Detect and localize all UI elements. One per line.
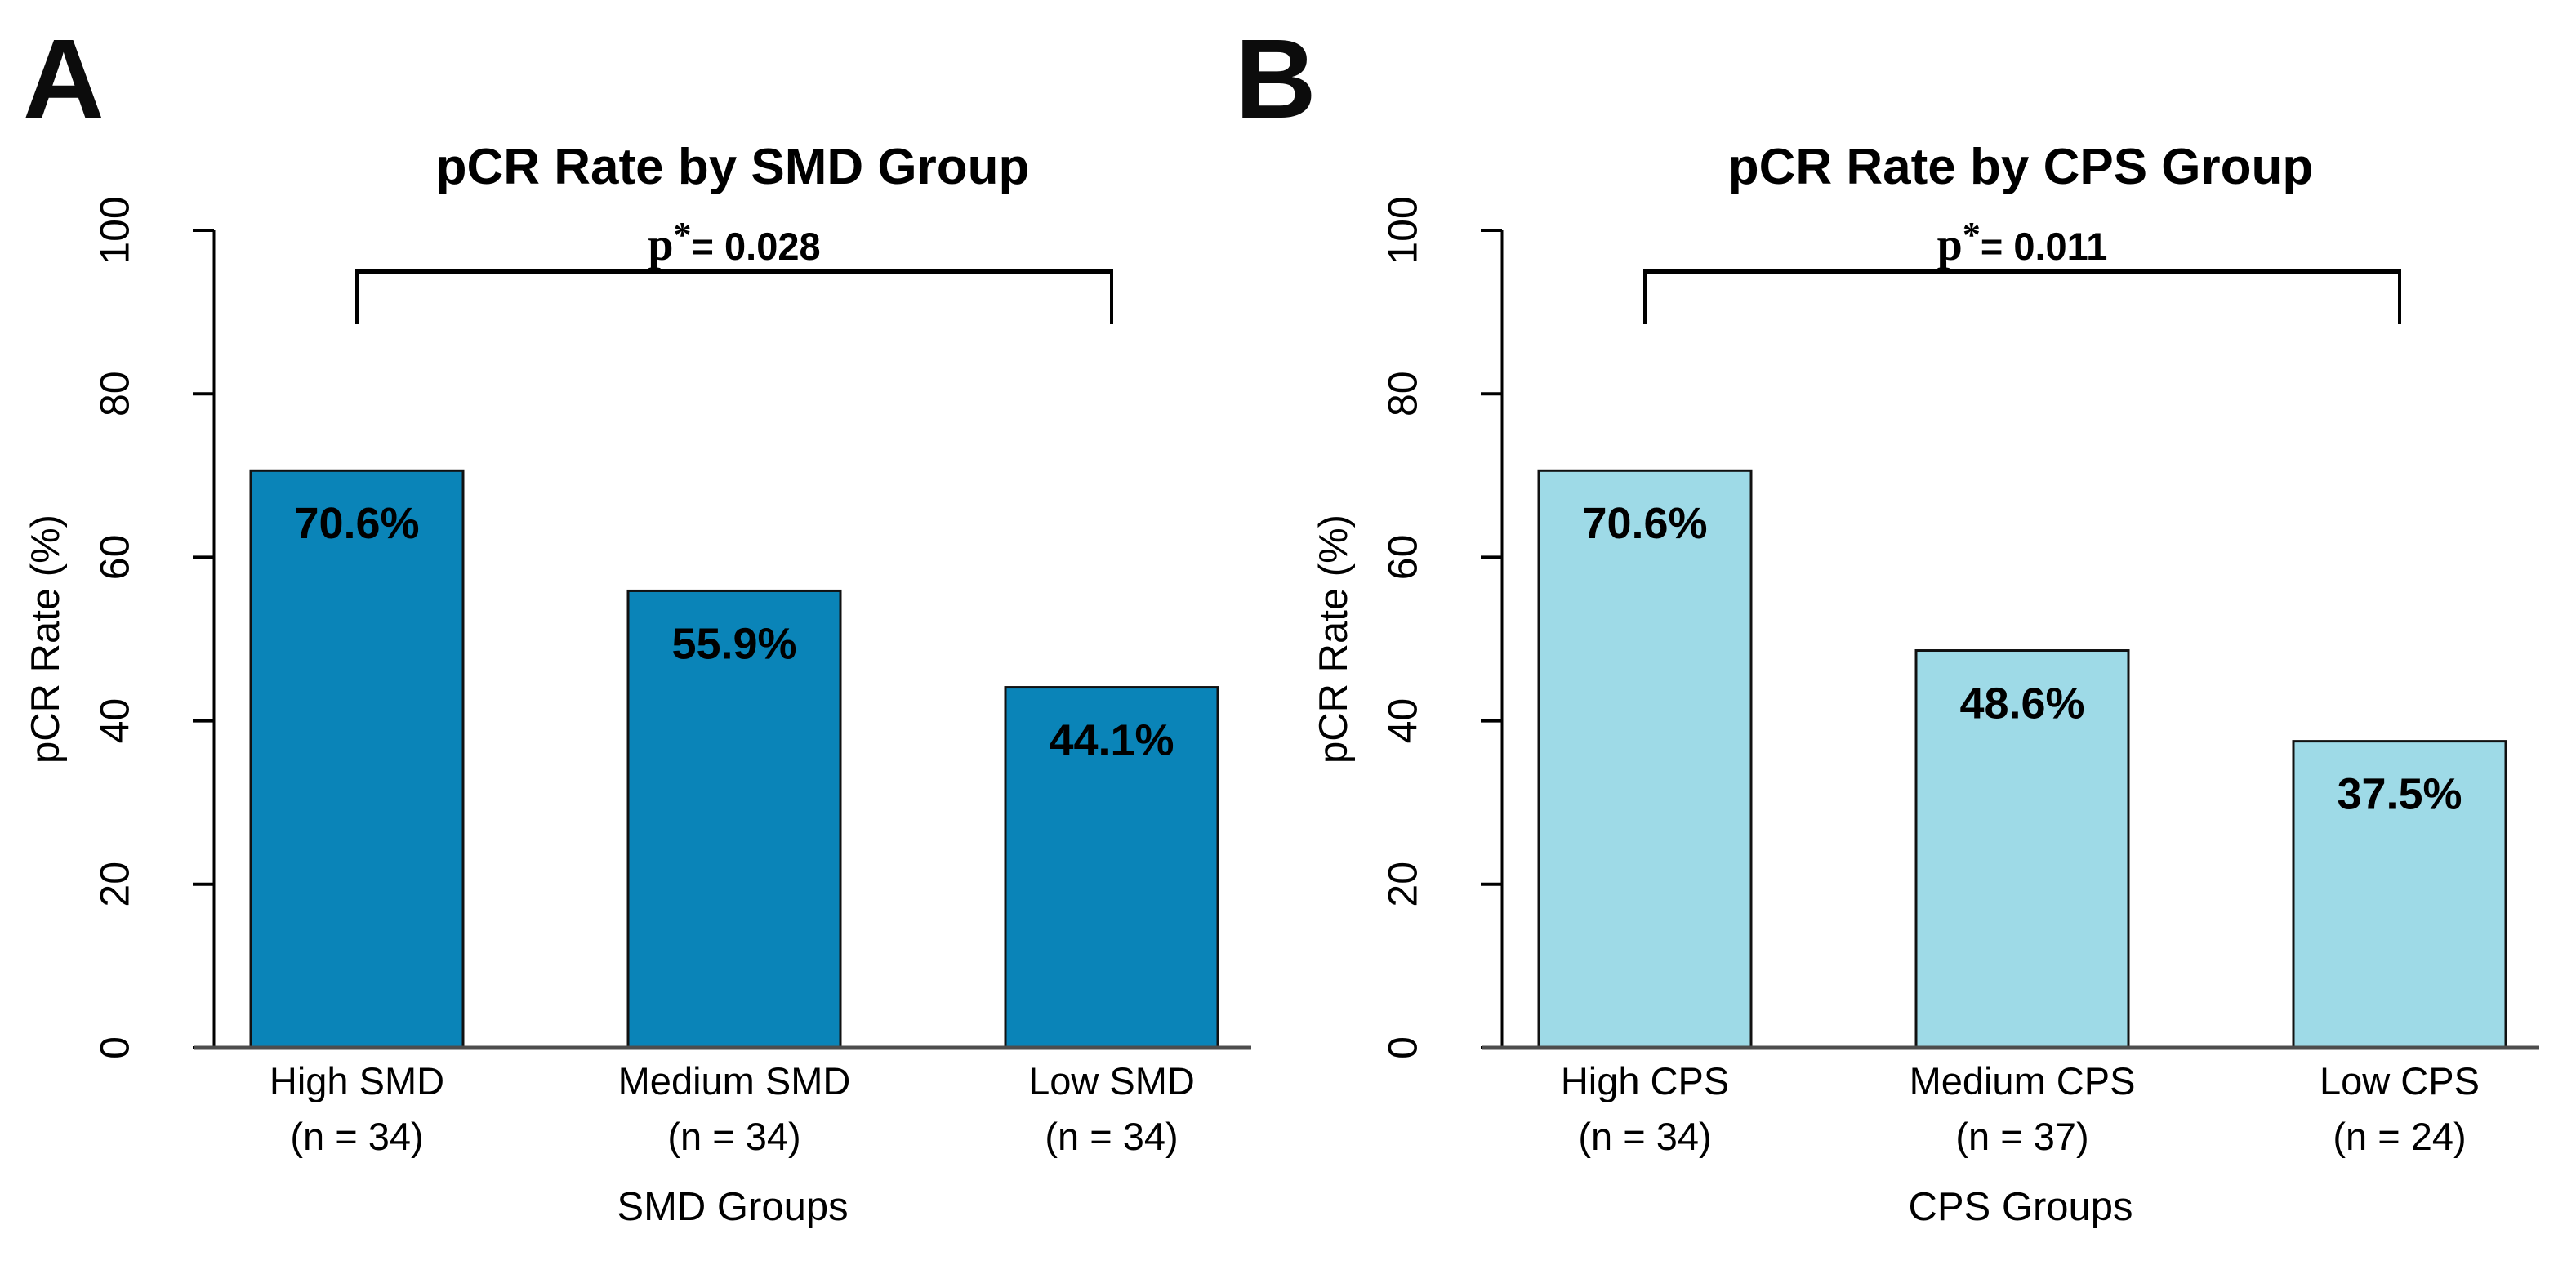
panel-b-corner-label: B (1235, 16, 1317, 142)
y-axis-title: pCR Rate (%) (24, 514, 68, 764)
y-tick-label: 0 (1380, 1036, 1426, 1059)
x-category-label: High CPS (1561, 1059, 1729, 1102)
bar-value-label: 55.9% (671, 619, 796, 668)
bar-value-label: 44.1% (1049, 715, 1174, 764)
bar-value-label: 70.6% (294, 499, 419, 548)
x-category-label: Low CPS (2320, 1059, 2480, 1102)
panel-a-corner-label: A (23, 16, 105, 142)
y-tick-label: 60 (92, 535, 138, 581)
x-category-count-label: (n = 37) (1955, 1115, 2088, 1158)
x-category-count-label: (n = 34) (667, 1115, 800, 1158)
y-tick-label: 80 (1380, 371, 1426, 416)
bar-value-label: 70.6% (1582, 499, 1707, 548)
panel-a-chart: pCR Rate by SMD Group 0 20 40 60 80 100 pCR Rat… (24, 139, 1251, 1229)
x-category-count-label: (n = 34) (1045, 1115, 1178, 1158)
bar (1004, 686, 1219, 1049)
chart-title: pCR Rate by SMD Group (436, 139, 1030, 195)
bar (249, 469, 465, 1049)
y-tick-label: 80 (92, 371, 138, 416)
x-category-label: Low SMD (1028, 1059, 1195, 1102)
x-category-count-label: (n = 34) (290, 1115, 423, 1158)
bar-value-label: 37.5% (2337, 770, 2462, 819)
bar (626, 589, 842, 1049)
panel-b-chart: pCR Rate by CPS Group 0 20 40 60 80 100 pCR Rat… (1312, 139, 2539, 1229)
x-category-count-label: (n = 34) (1578, 1115, 1711, 1158)
p-value-label: p*= 0.028 (648, 215, 820, 270)
y-tick-label: 100 (92, 196, 138, 264)
x-axis-title: SMD Groups (617, 1185, 848, 1229)
y-tick-label: 60 (1380, 535, 1426, 581)
chart-title: pCR Rate by CPS Group (1728, 139, 2314, 195)
x-category-count-label: (n = 24) (2333, 1115, 2466, 1158)
y-tick-label: 100 (1380, 196, 1426, 264)
x-category-label: High SMD (270, 1059, 444, 1102)
y-tick-label: 40 (92, 698, 138, 744)
y-tick-label: 20 (1380, 862, 1426, 907)
bar (1537, 469, 1753, 1049)
x-category-label: Medium SMD (618, 1059, 851, 1102)
y-tick-label: 20 (92, 862, 138, 907)
y-tick-label: 40 (1380, 698, 1426, 744)
bar (1914, 649, 2130, 1049)
x-axis-title: CPS Groups (1908, 1185, 2133, 1229)
y-axis-title: pCR Rate (%) (1312, 514, 1356, 764)
y-tick-label: 0 (92, 1036, 138, 1059)
bar-value-label: 48.6% (1959, 679, 2084, 728)
x-category-label: Medium CPS (1910, 1059, 2136, 1102)
bar (2292, 740, 2507, 1049)
p-value-label: p*= 0.011 (1937, 215, 2108, 270)
